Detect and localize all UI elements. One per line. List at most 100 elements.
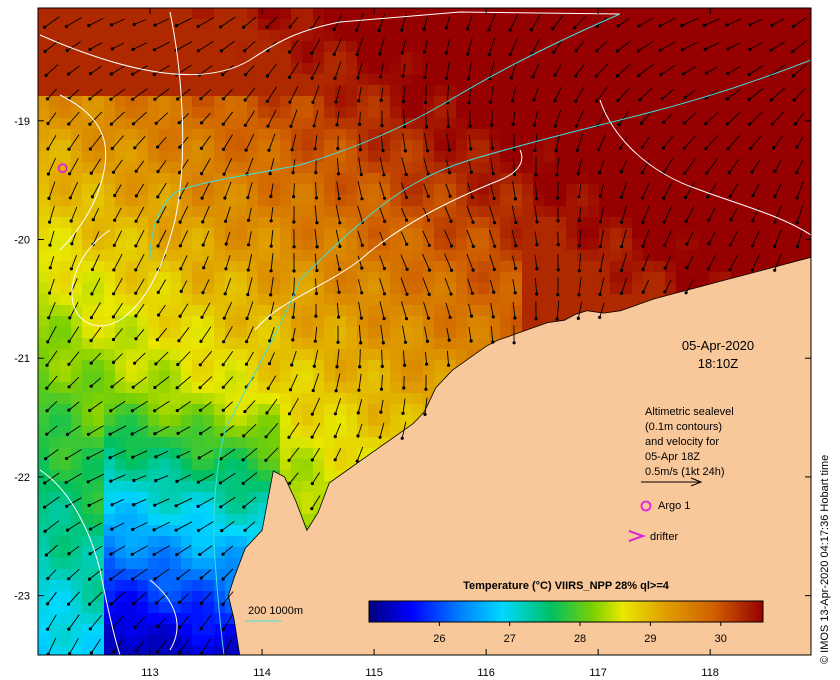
velocity-arrow [487,37,496,57]
sst-cell [71,393,82,404]
sst-cell [159,30,170,41]
sst-cell [764,195,775,206]
sst-cell [214,371,225,382]
velocity-arrow [290,134,297,152]
sst-cell [302,481,313,492]
sst-cell [544,118,555,129]
sst-cell [49,173,60,184]
sst-cell [720,250,731,261]
velocity-arrow [379,278,387,296]
sst-cell [753,107,764,118]
sst-cell [456,283,467,294]
velocity-arrow [269,277,274,297]
sst-cell [203,206,214,217]
sst-cell [346,41,357,52]
sst-cell [258,151,269,162]
sst-cell [489,96,500,107]
sst-cell [148,327,159,338]
sst-cell [533,8,544,19]
sst-cell [203,547,214,558]
sst-cell [247,393,258,404]
velocity-arrow [198,376,213,390]
sst-cell [643,173,654,184]
sst-cell [181,162,192,173]
sst-cell [247,338,258,349]
sst-cell [445,327,456,338]
velocity-arrow [748,42,763,52]
sst-cell [401,294,412,305]
sst-cell [38,371,49,382]
sst-cell [544,272,555,283]
sst-cell [368,30,379,41]
sst-cell [192,426,203,437]
sst-cell [115,547,126,558]
sst-cell [38,492,49,503]
sst-cell [115,635,126,646]
sst-cell [71,569,82,580]
velocity-arrow [201,205,210,224]
velocity-arrow [66,521,81,532]
sst-cell [731,162,742,173]
sst-cell [181,338,192,349]
sst-cell [335,96,346,107]
sst-cell [93,173,104,184]
sst-cell [38,184,49,195]
sst-cell [192,250,203,261]
velocity-arrow [89,352,102,365]
velocity-arrow [355,13,364,32]
sst-cell [291,382,302,393]
sst-cell [291,228,302,239]
sst-cell [148,118,159,129]
sst-cell [192,382,203,393]
sst-cell [467,327,478,338]
sst-cell [478,305,489,316]
sst-cell [214,492,225,503]
velocity-arrow [112,230,123,247]
sst-cell [764,261,775,272]
sst-cell [698,129,709,140]
sst-cell [313,63,324,74]
velocity-arrow [379,374,384,391]
sst-cell [137,85,148,96]
velocity-arrow [44,544,58,557]
sst-cell [38,283,49,294]
sst-cell [302,459,313,470]
sst-cell [588,129,599,140]
sst-cell [577,30,588,41]
sst-cell [775,184,786,195]
sst-cell [192,239,203,250]
sst-cell [599,162,610,173]
sst-cell [82,250,93,261]
velocity-arrow [67,614,80,631]
sst-cell [258,129,269,140]
sst-cell [159,635,170,646]
colorbar-title: Temperature (°C) VIIRS_NPP 28% ql>=4 [463,580,670,592]
sst-cell [280,349,291,360]
sst-cell [687,162,698,173]
sst-cell [148,162,159,173]
sst-cell [313,162,324,173]
argo-float-marker[interactable] [57,163,68,174]
velocity-arrow [88,545,103,556]
sst-cell [170,415,181,426]
sst-cell [181,448,192,459]
velocity-arrow [131,111,147,126]
sst-cell [170,8,181,19]
sst-cell [302,239,313,250]
velocity-arrow [466,253,475,272]
sst-cell [126,371,137,382]
sst-cell [236,63,247,74]
velocity-arrow [43,16,60,29]
sst-cell [522,8,533,19]
velocity-arrow [468,109,472,128]
sst-cell [434,360,445,371]
sst-cell [269,415,280,426]
sst-cell [588,173,599,184]
sst-cell [159,283,170,294]
velocity-arrow [401,207,409,222]
sst-cell [49,272,60,283]
sst-cell [192,30,203,41]
sst-cell [60,404,71,415]
sst-cell [577,118,588,129]
sst-cell [236,481,247,492]
